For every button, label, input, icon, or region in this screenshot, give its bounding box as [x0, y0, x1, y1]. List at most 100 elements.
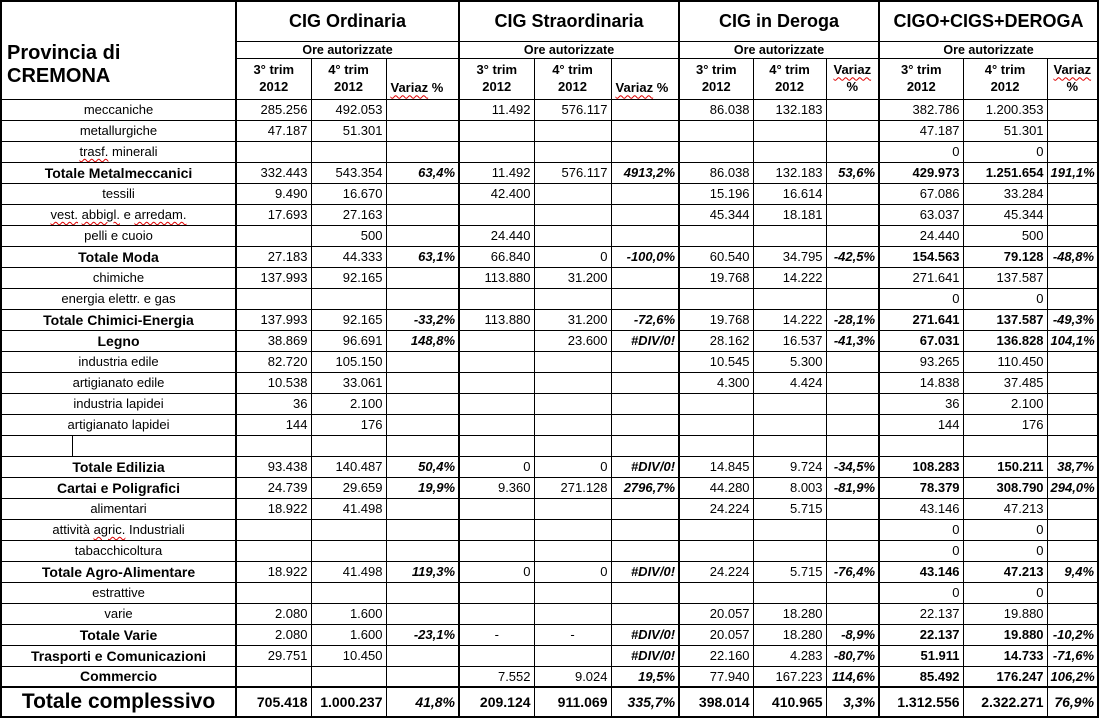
value-cell[interactable] — [752, 539, 827, 562]
value-cell[interactable]: 41.498 — [310, 497, 387, 520]
value-cell[interactable]: 144 — [235, 413, 312, 436]
variation-cell[interactable] — [825, 287, 880, 310]
value-cell[interactable]: 0 — [962, 287, 1048, 310]
variation-cell[interactable] — [825, 350, 880, 373]
value-cell[interactable]: 0 — [533, 245, 612, 268]
value-cell[interactable] — [678, 140, 754, 163]
value-cell[interactable]: 22.137 — [878, 623, 964, 646]
variation-cell[interactable] — [610, 287, 680, 310]
variation-cell[interactable] — [385, 287, 460, 310]
row-label-cell[interactable]: Totale Metalmeccanici — [0, 161, 237, 184]
value-cell[interactable]: 92.165 — [310, 266, 387, 289]
value-cell[interactable]: 44.280 — [678, 476, 754, 499]
value-cell[interactable]: 4.283 — [752, 644, 827, 667]
row-label-cell[interactable]: metallurgiche — [0, 119, 237, 142]
value-cell[interactable] — [878, 434, 964, 457]
value-cell[interactable]: 9.724 — [752, 455, 827, 478]
value-cell[interactable] — [458, 329, 535, 352]
col-header-q4[interactable]: 4° trim 2012 — [962, 57, 1048, 100]
col-header-q3[interactable]: 3° trim 2012 — [678, 57, 754, 100]
variation-cell[interactable] — [610, 98, 680, 121]
row-label-cell[interactable]: alimentari — [0, 497, 237, 520]
value-cell[interactable] — [458, 371, 535, 394]
value-cell[interactable]: 24.224 — [678, 497, 754, 520]
variation-cell[interactable] — [385, 602, 460, 625]
value-cell[interactable]: 4.424 — [752, 371, 827, 394]
variation-cell[interactable]: 335,7% — [610, 686, 680, 718]
value-cell[interactable] — [458, 497, 535, 520]
variation-cell[interactable] — [385, 518, 460, 541]
value-cell[interactable] — [458, 518, 535, 541]
variation-cell[interactable] — [1046, 140, 1099, 163]
variation-cell[interactable] — [1046, 224, 1099, 247]
variation-cell[interactable] — [385, 98, 460, 121]
value-cell[interactable]: 911.069 — [533, 686, 612, 718]
value-cell[interactable] — [310, 581, 387, 604]
value-cell[interactable]: 67.031 — [878, 329, 964, 352]
value-cell[interactable]: 500 — [310, 224, 387, 247]
variation-cell[interactable] — [825, 497, 880, 520]
variation-cell[interactable]: -41,3% — [825, 329, 880, 352]
variation-cell[interactable] — [610, 224, 680, 247]
value-cell[interactable]: 108.283 — [878, 455, 964, 478]
value-cell[interactable] — [235, 539, 312, 562]
variation-cell[interactable] — [825, 182, 880, 205]
value-cell[interactable]: 140.487 — [310, 455, 387, 478]
variation-cell[interactable] — [610, 539, 680, 562]
value-cell[interactable]: 41.498 — [310, 560, 387, 583]
value-cell[interactable]: 14.733 — [962, 644, 1048, 667]
variation-cell[interactable] — [385, 203, 460, 226]
row-label-cell[interactable]: tessili — [0, 182, 237, 205]
value-cell[interactable]: 176 — [962, 413, 1048, 436]
variation-cell[interactable] — [1046, 434, 1099, 457]
value-cell[interactable] — [458, 350, 535, 373]
col-header-variaz[interactable]: Variaz% — [1046, 57, 1099, 100]
value-cell[interactable]: 24.739 — [235, 476, 312, 499]
value-cell[interactable] — [310, 140, 387, 163]
value-cell[interactable]: 150.211 — [962, 455, 1048, 478]
value-cell[interactable] — [458, 644, 535, 667]
variation-cell[interactable] — [610, 182, 680, 205]
value-cell[interactable]: 410.965 — [752, 686, 827, 718]
variation-cell[interactable]: 119,3% — [385, 560, 460, 583]
value-cell[interactable]: 5.715 — [752, 560, 827, 583]
value-cell[interactable] — [678, 518, 754, 541]
variation-cell[interactable]: 38,7% — [1046, 455, 1099, 478]
variation-cell[interactable] — [610, 392, 680, 415]
value-cell[interactable]: 24.440 — [878, 224, 964, 247]
variation-cell[interactable] — [385, 371, 460, 394]
value-cell[interactable] — [310, 539, 387, 562]
group-subtitle-3[interactable]: Ore autorizzate — [678, 40, 880, 59]
value-cell[interactable] — [678, 392, 754, 415]
variation-cell[interactable]: -72,6% — [610, 308, 680, 331]
variation-cell[interactable]: -76,4% — [825, 560, 880, 583]
value-cell[interactable]: 0 — [533, 455, 612, 478]
row-label-cell[interactable]: Totale Edilizia — [0, 455, 237, 478]
variation-cell[interactable] — [385, 182, 460, 205]
variation-cell[interactable] — [1046, 581, 1099, 604]
value-cell[interactable]: 11.492 — [458, 161, 535, 184]
value-cell[interactable]: 93.438 — [235, 455, 312, 478]
value-cell[interactable]: 47.213 — [962, 497, 1048, 520]
value-cell[interactable]: 398.014 — [678, 686, 754, 718]
value-cell[interactable]: 137.587 — [962, 308, 1048, 331]
col-header-q4[interactable]: 4° trim 2012 — [533, 57, 612, 100]
value-cell[interactable]: 0 — [458, 560, 535, 583]
value-cell[interactable] — [458, 392, 535, 415]
value-cell[interactable]: 1.251.654 — [962, 161, 1048, 184]
variation-cell[interactable] — [1046, 266, 1099, 289]
variation-cell[interactable] — [825, 98, 880, 121]
value-cell[interactable]: 0 — [878, 581, 964, 604]
value-cell[interactable]: 500 — [962, 224, 1048, 247]
variation-cell[interactable] — [1046, 182, 1099, 205]
row-label-cell[interactable]: estrattive — [0, 581, 237, 604]
row-label-cell[interactable]: Totale Agro-Alimentare — [0, 560, 237, 583]
value-cell[interactable]: 14.222 — [752, 308, 827, 331]
variation-cell[interactable]: #DIV/0! — [610, 560, 680, 583]
variation-cell[interactable] — [825, 140, 880, 163]
variation-cell[interactable] — [610, 581, 680, 604]
value-cell[interactable]: 15.196 — [678, 182, 754, 205]
variation-cell[interactable]: 76,9% — [1046, 686, 1099, 718]
variation-cell[interactable] — [1046, 371, 1099, 394]
value-cell[interactable] — [678, 119, 754, 142]
